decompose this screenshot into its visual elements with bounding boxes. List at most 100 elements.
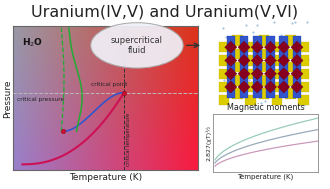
Polygon shape bbox=[285, 49, 296, 59]
Polygon shape bbox=[227, 50, 235, 58]
Polygon shape bbox=[227, 36, 235, 45]
Polygon shape bbox=[238, 54, 250, 67]
Y-axis label: 2.827(χT)½: 2.827(χT)½ bbox=[206, 125, 212, 161]
Polygon shape bbox=[246, 42, 256, 52]
Polygon shape bbox=[253, 50, 261, 58]
Polygon shape bbox=[246, 69, 256, 79]
Polygon shape bbox=[272, 95, 282, 105]
Polygon shape bbox=[240, 50, 248, 58]
Polygon shape bbox=[291, 68, 303, 80]
Text: supercritical
fluid: supercritical fluid bbox=[111, 36, 163, 55]
Polygon shape bbox=[232, 36, 243, 46]
Polygon shape bbox=[251, 41, 263, 53]
Text: critical temperature: critical temperature bbox=[126, 113, 131, 166]
Polygon shape bbox=[253, 76, 261, 85]
Polygon shape bbox=[238, 41, 250, 53]
Polygon shape bbox=[219, 42, 229, 52]
Polygon shape bbox=[280, 76, 288, 85]
Polygon shape bbox=[278, 68, 290, 80]
Polygon shape bbox=[280, 36, 288, 45]
Polygon shape bbox=[246, 82, 256, 92]
Polygon shape bbox=[259, 49, 269, 59]
Polygon shape bbox=[298, 95, 309, 105]
Polygon shape bbox=[266, 50, 275, 58]
Polygon shape bbox=[259, 88, 269, 99]
Polygon shape bbox=[240, 89, 248, 98]
Text: H$_2$O: H$_2$O bbox=[22, 36, 44, 49]
Polygon shape bbox=[293, 50, 301, 58]
Polygon shape bbox=[227, 76, 235, 85]
Polygon shape bbox=[259, 62, 269, 72]
Polygon shape bbox=[298, 55, 309, 66]
Polygon shape bbox=[253, 89, 261, 98]
Polygon shape bbox=[280, 89, 288, 98]
Polygon shape bbox=[264, 54, 277, 67]
Polygon shape bbox=[232, 49, 243, 59]
Polygon shape bbox=[238, 68, 250, 80]
Polygon shape bbox=[293, 63, 301, 71]
Polygon shape bbox=[285, 62, 296, 72]
Polygon shape bbox=[232, 88, 243, 99]
Polygon shape bbox=[219, 82, 229, 92]
Text: Uranium(IV,V) and Uranium(V,VI): Uranium(IV,V) and Uranium(V,VI) bbox=[31, 5, 299, 20]
Polygon shape bbox=[225, 54, 237, 67]
Polygon shape bbox=[251, 54, 263, 67]
Polygon shape bbox=[278, 81, 290, 93]
Polygon shape bbox=[251, 68, 263, 80]
Polygon shape bbox=[232, 75, 243, 85]
Polygon shape bbox=[280, 50, 288, 58]
Polygon shape bbox=[272, 55, 282, 66]
X-axis label: Temperature (K): Temperature (K) bbox=[238, 173, 294, 180]
Polygon shape bbox=[246, 55, 256, 66]
Polygon shape bbox=[240, 36, 248, 45]
Polygon shape bbox=[219, 95, 229, 105]
Polygon shape bbox=[298, 82, 309, 92]
Polygon shape bbox=[293, 36, 301, 45]
Polygon shape bbox=[219, 55, 229, 66]
Polygon shape bbox=[280, 63, 288, 71]
Polygon shape bbox=[285, 88, 296, 99]
Polygon shape bbox=[266, 36, 275, 45]
Polygon shape bbox=[219, 69, 229, 79]
Polygon shape bbox=[251, 81, 263, 93]
Polygon shape bbox=[259, 36, 269, 46]
Polygon shape bbox=[253, 63, 261, 71]
Polygon shape bbox=[225, 41, 237, 53]
Polygon shape bbox=[278, 41, 290, 53]
Y-axis label: Pressure: Pressure bbox=[3, 79, 12, 118]
Polygon shape bbox=[240, 63, 248, 71]
Polygon shape bbox=[264, 81, 277, 93]
Polygon shape bbox=[225, 68, 237, 80]
Text: critical point: critical point bbox=[91, 82, 127, 87]
Polygon shape bbox=[253, 36, 261, 45]
Polygon shape bbox=[225, 81, 237, 93]
Polygon shape bbox=[259, 75, 269, 85]
Polygon shape bbox=[264, 68, 277, 80]
Polygon shape bbox=[227, 89, 235, 98]
Polygon shape bbox=[298, 69, 309, 79]
Polygon shape bbox=[291, 41, 303, 53]
Polygon shape bbox=[240, 76, 248, 85]
Polygon shape bbox=[246, 95, 256, 105]
Polygon shape bbox=[272, 69, 282, 79]
Polygon shape bbox=[227, 63, 235, 71]
X-axis label: Temperature (K): Temperature (K) bbox=[69, 173, 142, 182]
Text: critical pressure: critical pressure bbox=[17, 97, 64, 102]
Polygon shape bbox=[291, 54, 303, 67]
Polygon shape bbox=[278, 54, 290, 67]
Polygon shape bbox=[272, 42, 282, 52]
Polygon shape bbox=[285, 75, 296, 85]
Polygon shape bbox=[266, 89, 275, 98]
Polygon shape bbox=[272, 82, 282, 92]
Text: Magnetic moments: Magnetic moments bbox=[227, 102, 305, 112]
Polygon shape bbox=[266, 76, 275, 85]
Polygon shape bbox=[298, 42, 309, 52]
Polygon shape bbox=[264, 41, 277, 53]
Polygon shape bbox=[238, 81, 250, 93]
Polygon shape bbox=[232, 62, 243, 72]
Polygon shape bbox=[285, 36, 296, 46]
Polygon shape bbox=[266, 63, 275, 71]
Polygon shape bbox=[293, 89, 301, 98]
Polygon shape bbox=[293, 76, 301, 85]
Polygon shape bbox=[291, 81, 303, 93]
